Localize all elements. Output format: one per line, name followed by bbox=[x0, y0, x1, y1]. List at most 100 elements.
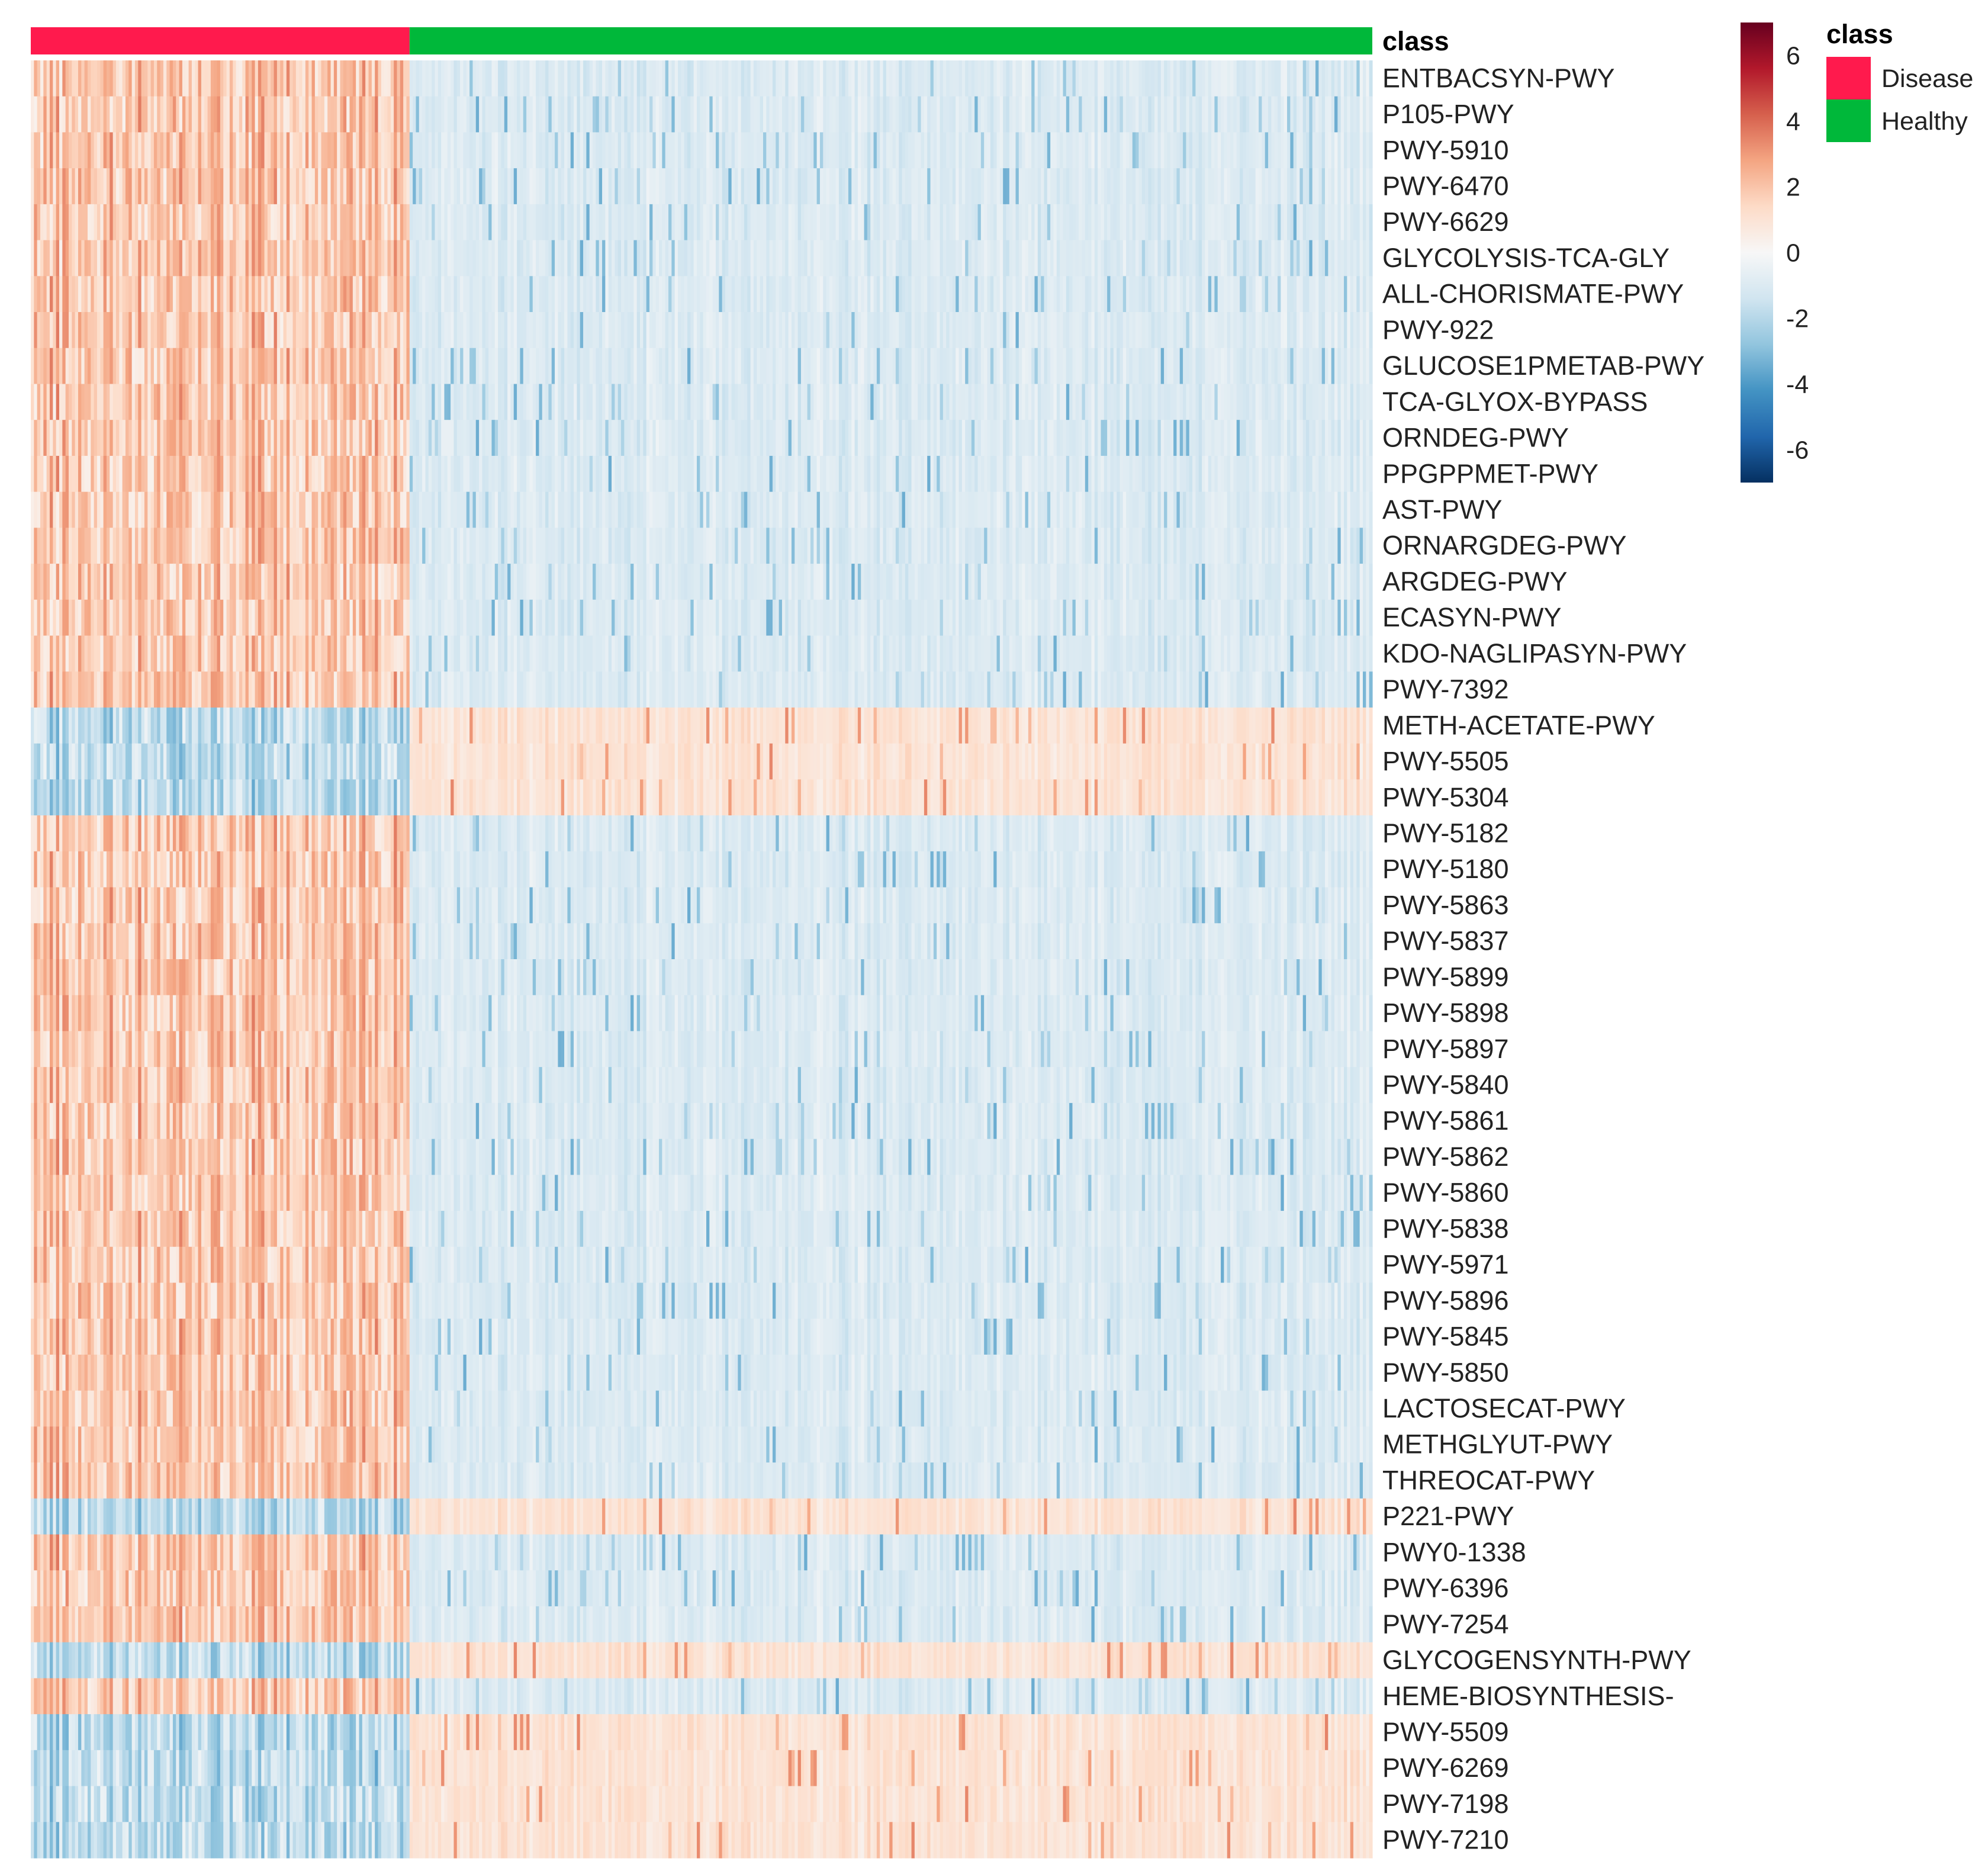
heatmap-cell bbox=[1151, 60, 1155, 97]
heatmap-cell bbox=[792, 240, 795, 277]
heatmap-cell bbox=[1313, 97, 1316, 133]
heatmap-cell bbox=[201, 168, 205, 204]
heatmap-cell bbox=[97, 132, 101, 168]
heatmap-cell bbox=[1230, 60, 1234, 97]
heatmap-cell bbox=[990, 204, 994, 240]
heatmap-cell bbox=[274, 240, 278, 277]
heatmap-cell bbox=[1322, 60, 1326, 97]
heatmap-cell bbox=[372, 60, 375, 97]
heatmap-cell bbox=[709, 132, 713, 168]
heatmap-cell bbox=[1006, 132, 1010, 168]
heatmap-cell bbox=[757, 97, 760, 133]
heatmap-cell bbox=[252, 132, 255, 168]
heatmap-cell bbox=[214, 97, 217, 133]
heatmap-cell bbox=[943, 132, 947, 168]
heatmap-cell bbox=[747, 97, 751, 133]
heatmap-cell bbox=[646, 97, 650, 133]
heatmap-cell bbox=[1000, 132, 1003, 168]
heatmap-cell bbox=[1053, 132, 1057, 168]
heatmap-cell bbox=[1114, 240, 1117, 277]
heatmap-cell bbox=[147, 240, 151, 277]
heatmap-cell bbox=[324, 240, 328, 277]
heatmap-cell bbox=[192, 97, 195, 133]
heatmap-cell bbox=[498, 240, 501, 277]
heatmap-cell bbox=[826, 132, 830, 168]
heatmap-cell bbox=[1012, 97, 1016, 133]
heatmap-cell bbox=[271, 240, 274, 277]
heatmap-cell bbox=[463, 168, 467, 204]
heatmap-cell bbox=[1050, 168, 1054, 204]
heatmap-cells bbox=[31, 60, 1373, 1859]
heatmap-cell bbox=[1268, 168, 1272, 204]
heatmap-cell bbox=[1145, 97, 1149, 133]
heatmap-cell bbox=[1347, 204, 1350, 240]
heatmap-cell bbox=[580, 204, 584, 240]
heatmap-cell bbox=[763, 97, 767, 133]
heatmap-cell bbox=[652, 168, 656, 204]
heatmap-cell bbox=[851, 168, 855, 204]
heatmap-cell bbox=[668, 168, 672, 204]
heatmap-cell bbox=[558, 97, 561, 133]
heatmap-cell bbox=[337, 168, 340, 204]
heatmap-cell bbox=[808, 60, 811, 97]
heatmap-cell bbox=[507, 60, 511, 97]
heatmap-cell bbox=[590, 60, 593, 97]
heatmap-cell bbox=[763, 60, 767, 97]
heatmap-cell bbox=[972, 168, 975, 204]
heatmap-cell bbox=[204, 132, 208, 168]
heatmap-cell bbox=[517, 168, 520, 204]
heatmap-cell bbox=[50, 60, 53, 97]
heatmap-cell bbox=[413, 97, 416, 133]
heatmap-cell bbox=[1091, 240, 1095, 277]
heatmap-cell bbox=[577, 204, 580, 240]
heatmap-cell bbox=[72, 204, 75, 240]
heatmap-cell bbox=[441, 97, 445, 133]
heatmap-cell bbox=[668, 97, 672, 133]
heatmap-cell bbox=[845, 60, 849, 97]
heatmap-cell bbox=[1259, 204, 1262, 240]
heatmap-cell bbox=[1199, 204, 1202, 240]
heatmap-cell bbox=[561, 204, 565, 240]
heatmap-cell bbox=[918, 204, 921, 240]
heatmap-cell bbox=[1053, 97, 1057, 133]
heatmap-cell bbox=[1173, 168, 1177, 204]
heatmap-cell bbox=[403, 168, 407, 204]
heatmap-cell bbox=[397, 97, 400, 133]
heatmap-cell bbox=[498, 97, 501, 133]
heatmap-cell bbox=[410, 240, 413, 277]
heatmap-cell bbox=[303, 60, 306, 97]
heatmap-cell bbox=[280, 97, 284, 133]
heatmap-cell bbox=[978, 97, 982, 133]
heatmap-cell bbox=[1199, 97, 1202, 133]
heatmap-cell bbox=[1009, 168, 1013, 204]
heatmap-cell bbox=[362, 132, 366, 168]
heatmap-cell bbox=[293, 97, 297, 133]
heatmap-cell bbox=[340, 204, 344, 240]
heatmap-cell bbox=[741, 132, 745, 168]
heatmap-cell bbox=[1259, 168, 1262, 204]
heatmap-cell bbox=[268, 97, 271, 133]
heatmap-cell bbox=[252, 204, 255, 240]
heatmap-cell bbox=[596, 60, 599, 97]
heatmap-cell bbox=[448, 132, 451, 168]
heatmap-cell bbox=[1006, 168, 1010, 204]
heatmap-cell bbox=[564, 132, 568, 168]
heatmap-cell bbox=[665, 132, 669, 168]
heatmap-cell bbox=[1271, 60, 1275, 97]
heatmap-cell bbox=[1337, 168, 1341, 204]
heatmap-cell bbox=[141, 240, 145, 277]
heatmap-cell bbox=[432, 168, 435, 204]
heatmap-cell bbox=[662, 97, 665, 133]
heatmap-cell bbox=[1126, 168, 1130, 204]
heatmap-cell bbox=[1000, 97, 1003, 133]
heatmap-cell bbox=[990, 97, 994, 133]
heatmap-cell bbox=[246, 204, 249, 240]
heatmap-cell bbox=[97, 168, 101, 204]
heatmap-cell bbox=[126, 204, 129, 240]
heatmap-cell bbox=[265, 168, 268, 204]
heatmap-cell bbox=[217, 240, 221, 277]
heatmap-cell bbox=[1353, 204, 1357, 240]
heatmap-cell bbox=[766, 60, 770, 97]
heatmap-cell bbox=[905, 97, 909, 133]
heatmap-cell bbox=[318, 60, 321, 97]
